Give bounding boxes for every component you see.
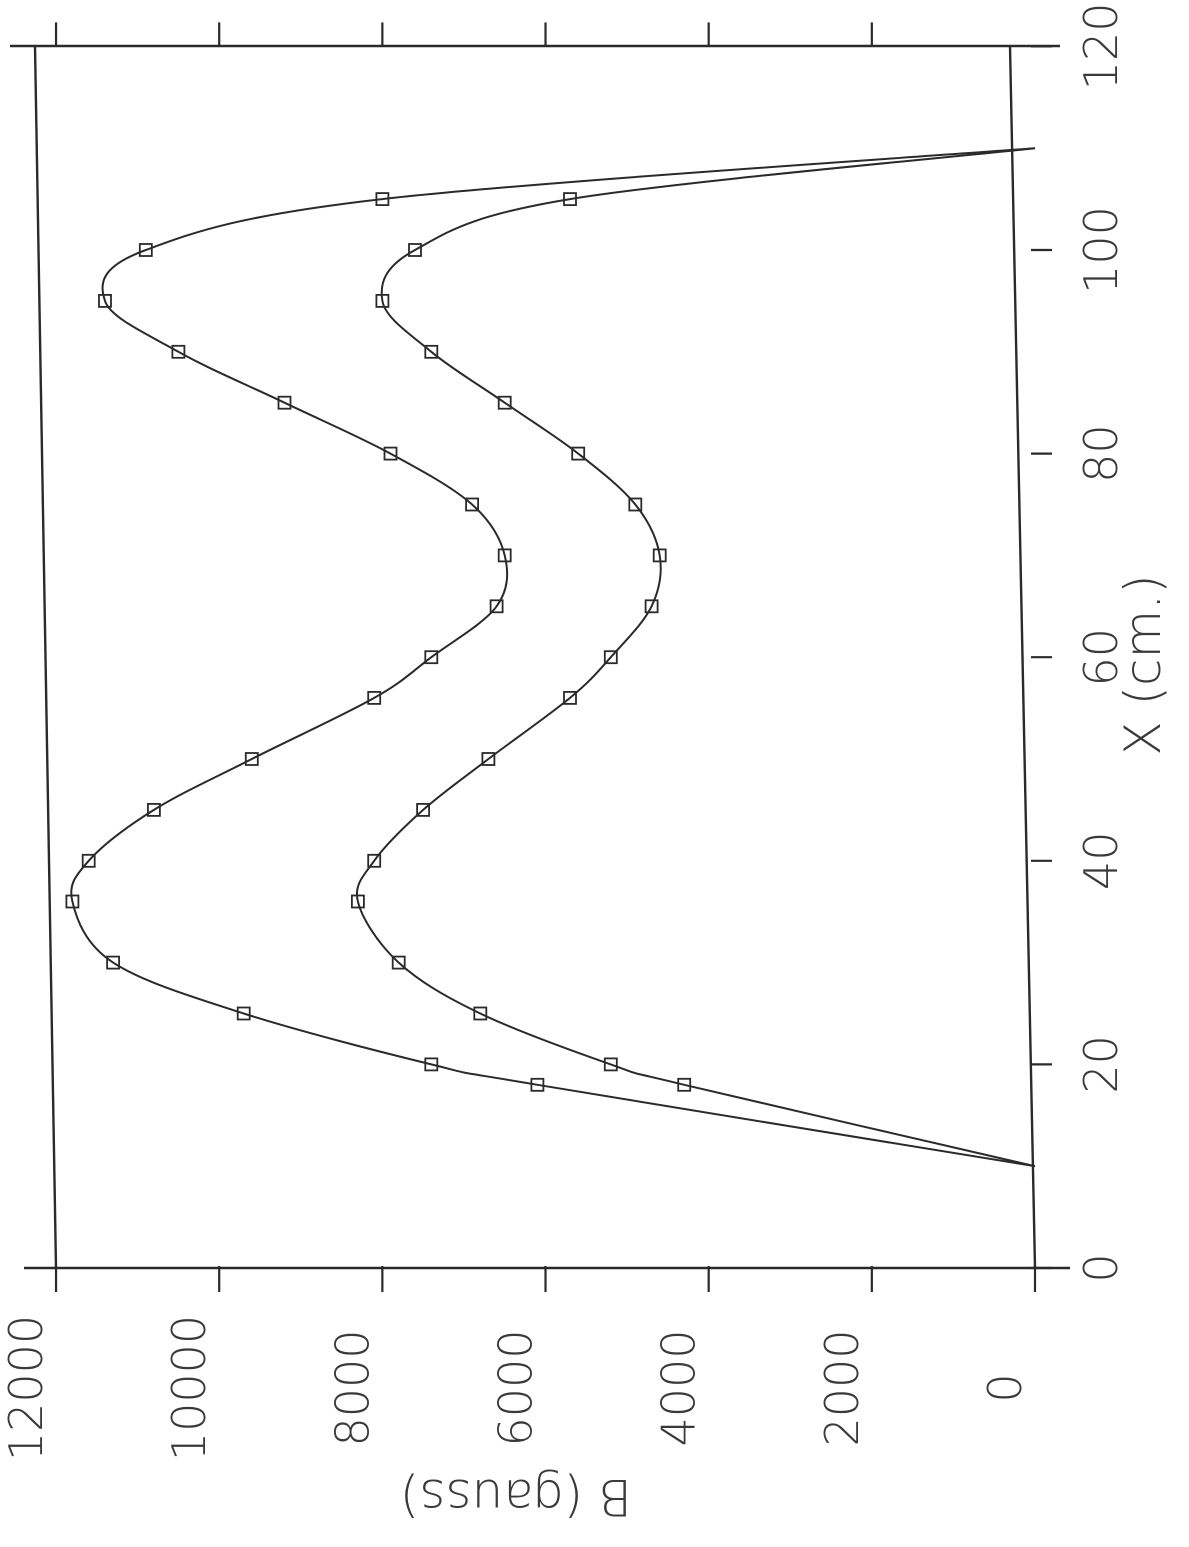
series-2-marker <box>416 803 431 817</box>
series-2-marker <box>367 853 382 868</box>
series-1-marker <box>424 650 439 665</box>
series-2-marker <box>473 1006 488 1021</box>
series-1-marker <box>81 853 96 868</box>
top-frame-line <box>33 45 58 1269</box>
series-2-marker <box>603 1057 618 1072</box>
series-2-marker <box>424 344 439 359</box>
y-tick-label: 4000 <box>652 1329 706 1446</box>
series-2-marker <box>677 1077 692 1092</box>
series-2-line <box>355 147 1036 1168</box>
series-1-marker <box>277 395 292 410</box>
markers-group <box>65 192 692 1092</box>
x-tick-label: 40 <box>1074 832 1128 891</box>
series-1-marker <box>98 293 112 308</box>
y-tick-label: 8000 <box>325 1329 379 1446</box>
series-2-marker <box>481 752 496 766</box>
y-axis-title: B (gauss) <box>400 1468 632 1526</box>
y-tick-label: 6000 <box>489 1329 543 1446</box>
y-ticks-group <box>54 1266 1037 1292</box>
series-1-marker <box>65 894 80 909</box>
series-2-marker <box>571 446 586 461</box>
series-1-marker <box>530 1077 545 1092</box>
series-2-marker <box>497 395 512 410</box>
series-2-marker <box>563 691 577 705</box>
series-1-marker <box>367 691 382 705</box>
series-1-marker <box>383 446 398 461</box>
series-2-marker <box>644 599 659 614</box>
series-1-marker <box>236 1006 251 1021</box>
series-1-marker <box>497 548 512 563</box>
x-axis-line <box>1008 45 1037 1269</box>
top-ticks-group <box>54 22 873 47</box>
series-2-marker <box>350 894 365 909</box>
x-axis-title: X (cm.) <box>1114 574 1172 755</box>
series-1-marker <box>146 803 161 817</box>
curves-group <box>70 147 1036 1168</box>
x-tick-label: 20 <box>1074 1035 1128 1094</box>
x-tick-label: 80 <box>1074 424 1128 483</box>
x-ticks-group <box>1031 45 1052 1270</box>
series-2-marker <box>603 650 618 665</box>
series-1-marker <box>375 192 390 207</box>
y-tick-label: 0 <box>978 1373 1032 1402</box>
plot-frame <box>10 44 1070 1270</box>
series-1-marker <box>424 1057 439 1072</box>
series-1-marker <box>465 497 480 512</box>
x-tick-label: 0 <box>1074 1253 1128 1282</box>
series-1-marker <box>171 344 186 359</box>
y-tick-label: 10000 <box>162 1315 216 1461</box>
x-tick-label: 100 <box>1074 206 1128 294</box>
series-1-marker <box>106 955 120 970</box>
y-tick-label: 12000 <box>0 1315 53 1461</box>
x-tick-label: 60 <box>1074 628 1128 687</box>
series-1-line <box>70 147 1036 1168</box>
series-1-marker <box>244 752 259 766</box>
series-1-marker <box>489 599 504 614</box>
x-tick-label: 120 <box>1074 2 1128 90</box>
series-2-marker <box>391 955 406 970</box>
series-2-marker <box>563 192 577 207</box>
series-2-marker <box>375 293 390 308</box>
tick-labels-group: 0 20 40 60 80 100 120 0 2000 4000 6000 8000 10000 120… <box>0 2 1128 1461</box>
y-tick-label: 2000 <box>815 1329 869 1446</box>
series-2-marker <box>408 243 422 257</box>
series-2-marker <box>652 548 667 563</box>
series-2-marker <box>628 497 643 512</box>
series-1-marker <box>138 243 153 257</box>
